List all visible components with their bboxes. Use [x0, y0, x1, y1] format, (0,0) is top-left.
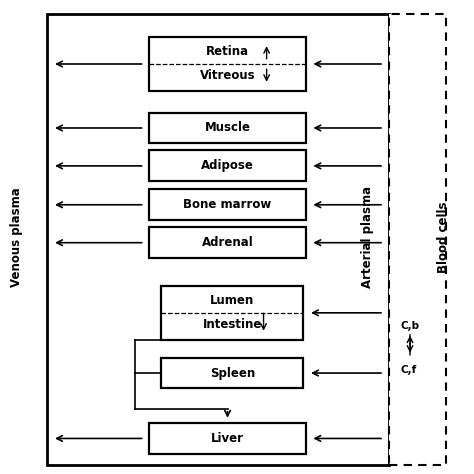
Text: Retina: Retina — [206, 46, 249, 58]
Text: Venous plasma: Venous plasma — [10, 187, 23, 287]
Text: Lumen: Lumen — [210, 294, 255, 307]
Text: Intestine: Intestine — [202, 319, 262, 331]
Bar — [161, 357, 303, 389]
Bar — [389, 14, 446, 465]
Text: C,f: C,f — [401, 365, 417, 375]
Bar — [161, 285, 303, 340]
Text: Muscle: Muscle — [204, 121, 251, 135]
Bar — [47, 14, 389, 465]
Bar — [149, 37, 306, 91]
Bar — [149, 190, 306, 220]
Bar — [149, 150, 306, 181]
Text: Arterial plasma: Arterial plasma — [361, 186, 374, 288]
Text: Adipose: Adipose — [201, 159, 254, 173]
Text: Bone marrow: Bone marrow — [183, 198, 272, 211]
Text: Spleen: Spleen — [210, 366, 255, 380]
Bar — [149, 113, 306, 143]
Text: Liver: Liver — [211, 432, 244, 445]
Text: C,b: C,b — [401, 320, 419, 331]
Text: Blood cells: Blood cells — [437, 201, 450, 273]
Bar — [149, 423, 306, 454]
Bar — [149, 228, 306, 258]
Text: Vitreous: Vitreous — [200, 70, 255, 82]
Text: Adrenal: Adrenal — [201, 236, 254, 249]
